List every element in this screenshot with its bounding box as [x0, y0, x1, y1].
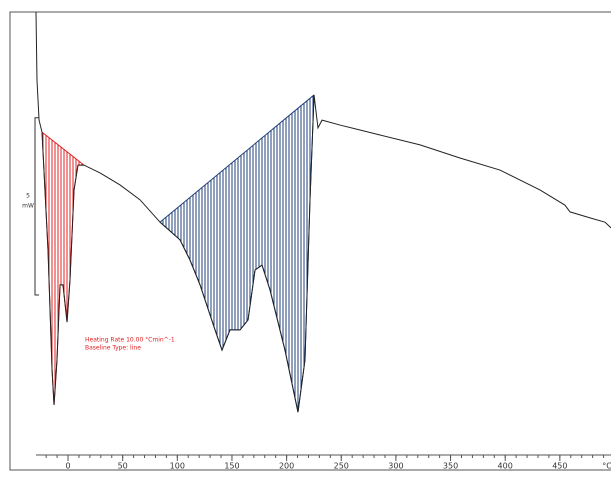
x-tick-label: 100 [170, 462, 185, 471]
integral-area [160, 94, 315, 413]
x-unit: °C [602, 462, 611, 471]
x-tick-label: 150 [224, 462, 239, 471]
baseline [159, 94, 315, 223]
x-tick-label: 350 [443, 462, 458, 471]
scale-unit: mW [22, 203, 34, 210]
annotation: Baseline Type: line [85, 345, 141, 352]
curve [35, 11, 611, 413]
scale-bar [34, 117, 39, 296]
scale-value: 5 [26, 193, 30, 200]
x-tick-label: 200 [279, 462, 294, 471]
x-tick-label: 400 [498, 462, 513, 471]
x-tick-label: 50 [118, 462, 128, 471]
x-tick-label: 0 [65, 462, 70, 471]
x-tick-label: 250 [334, 462, 349, 471]
baseline [41, 131, 85, 166]
x-tick-label: 300 [388, 462, 403, 471]
frame [9, 11, 611, 471]
annotation: Heating Rate 10.00 °Cmin^-1 [85, 337, 175, 344]
x-tick-label: 450 [552, 462, 567, 471]
